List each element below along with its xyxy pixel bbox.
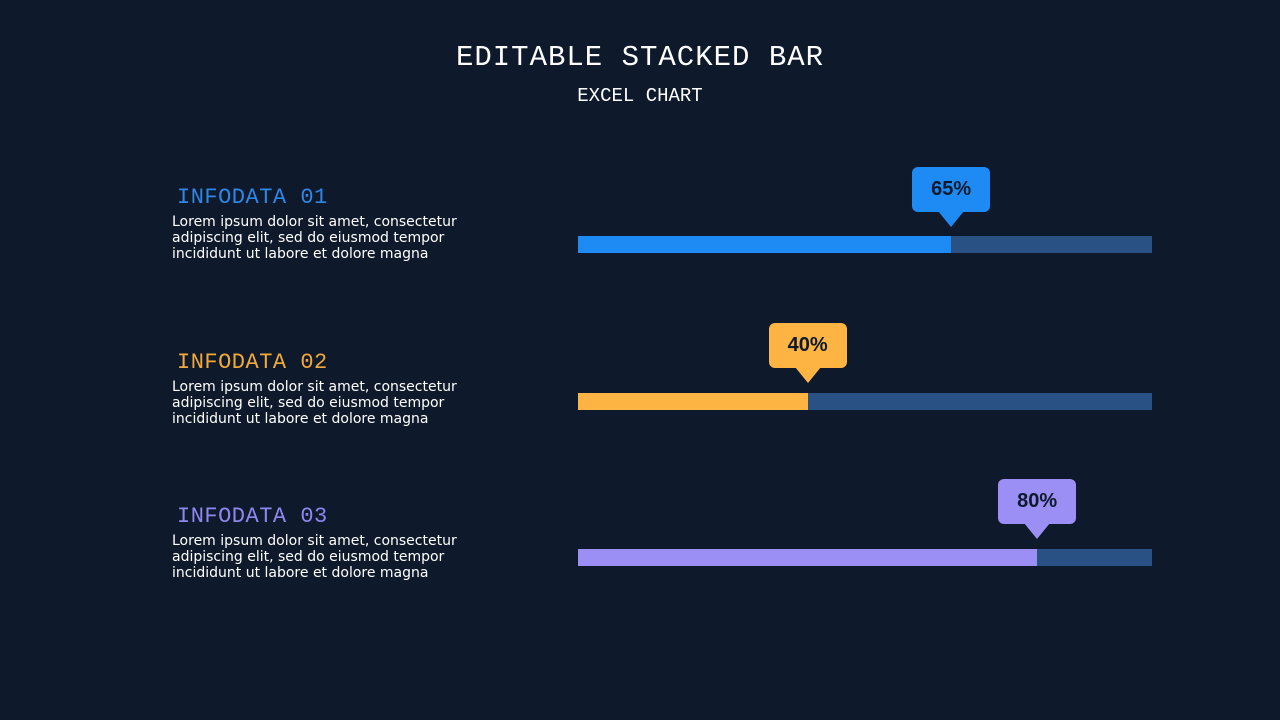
bar-track-2 — [578, 393, 1152, 410]
chart-title: EDITABLE STACKED BAR — [455, 41, 825, 74]
value-callout-3: 80% — [998, 479, 1077, 539]
category-label-3: INFODATA 03 — [177, 504, 328, 529]
bar-row-3: INFODATA 03 Lorem ipsum dolor sit amet, … — [0, 504, 1280, 624]
value-callout-2: 40% — [768, 323, 847, 383]
chart-subtitle: EXCEL CHART — [577, 85, 703, 107]
bar-track-3 — [578, 549, 1152, 566]
category-description-1: Lorem ipsum dolor sit amet, consectetur … — [172, 214, 457, 262]
bar-row-1: INFODATA 01 Lorem ipsum dolor sit amet, … — [0, 185, 1280, 305]
bar-row-2: INFODATA 02 Lorem ipsum dolor sit amet, … — [0, 350, 1280, 470]
category-description-2: Lorem ipsum dolor sit amet, consectetur … — [172, 379, 457, 427]
bar-track-1 — [578, 236, 1152, 253]
bar-fill-1 — [578, 236, 952, 253]
bar-fill-3 — [578, 549, 1038, 566]
value-callout-1: 65% — [912, 167, 991, 227]
category-description-3: Lorem ipsum dolor sit amet, consectetur … — [172, 533, 457, 581]
bar-fill-2 — [578, 393, 808, 410]
category-label-2: INFODATA 02 — [177, 350, 328, 375]
category-label-1: INFODATA 01 — [177, 185, 328, 210]
